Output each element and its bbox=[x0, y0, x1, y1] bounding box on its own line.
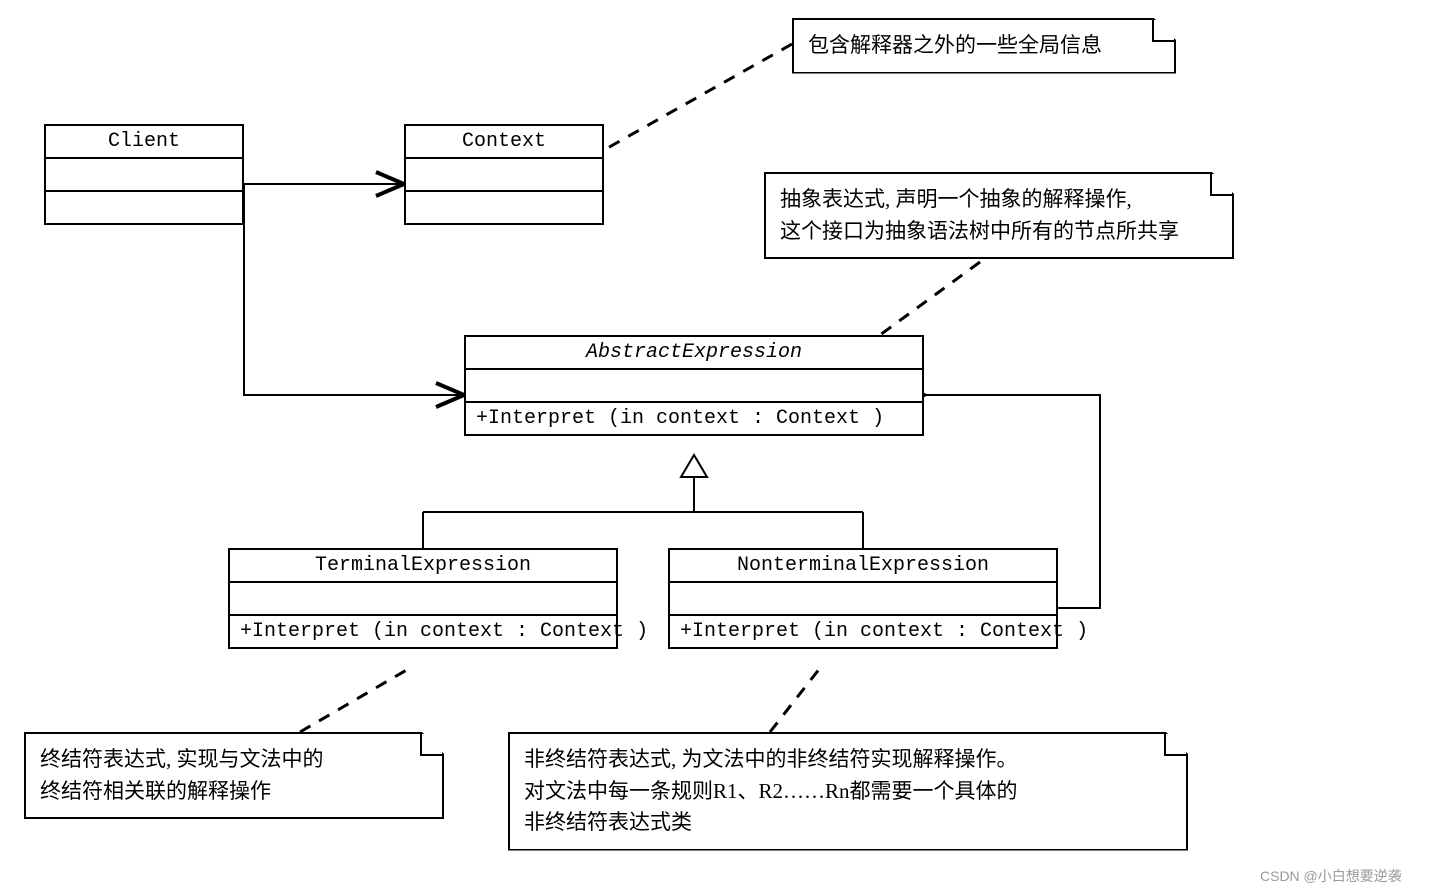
note-nonterminal-line2: 非终结符表达式类 bbox=[524, 810, 692, 834]
note-context: 包含解释器之外的一些全局信息 bbox=[792, 18, 1176, 74]
note-terminal-line1: 终结符相关联的解释操作 bbox=[40, 779, 271, 803]
class-terminal-expression: TerminalExpression +Interpret (in contex… bbox=[228, 548, 618, 649]
note-abstract-line1: 这个接口为抽象语法树中所有的节点所共享 bbox=[780, 219, 1179, 243]
class-context-title: Context bbox=[406, 126, 602, 159]
class-client: Client bbox=[44, 124, 244, 225]
class-context-attrs bbox=[406, 159, 602, 192]
class-context-ops bbox=[406, 192, 602, 223]
class-nonterminal-title: NonterminalExpression bbox=[670, 550, 1056, 583]
class-terminal-title: TerminalExpression bbox=[230, 550, 616, 583]
class-abstract-attrs bbox=[466, 370, 922, 403]
note-link-abstract bbox=[880, 262, 980, 335]
watermark: CSDN @小白想要逆袭 bbox=[1260, 866, 1402, 886]
class-terminal-op0: +Interpret (in context : Context ) bbox=[230, 616, 616, 647]
inherit-triangle bbox=[681, 455, 707, 477]
note-nonterminal-line0: 非终结符表达式, 为文法中的非终结符实现解释操作。 bbox=[524, 747, 1018, 771]
class-nonterminal-expression: NonterminalExpression +Interpret (in con… bbox=[668, 548, 1058, 649]
note-context-text: 包含解释器之外的一些全局信息 bbox=[808, 33, 1102, 57]
class-terminal-attrs bbox=[230, 583, 616, 616]
note-nonterminal-line1: 对文法中每一条规则R1、R2……Rn都需要一个具体的 bbox=[524, 779, 1018, 803]
note-nonterminal: 非终结符表达式, 为文法中的非终结符实现解释操作。 对文法中每一条规则R1、R2… bbox=[508, 732, 1188, 851]
note-terminal-line0: 终结符表达式, 实现与文法中的 bbox=[40, 747, 324, 771]
note-abstract-line0: 抽象表达式, 声明一个抽象的解释操作, bbox=[780, 187, 1132, 211]
note-link-terminal bbox=[300, 668, 410, 732]
class-client-title: Client bbox=[46, 126, 242, 159]
class-client-attrs bbox=[46, 159, 242, 192]
class-context: Context bbox=[404, 124, 604, 225]
class-client-ops bbox=[46, 192, 242, 223]
note-link-nonterminal bbox=[770, 668, 820, 732]
note-terminal: 终结符表达式, 实现与文法中的 终结符相关联的解释操作 bbox=[24, 732, 444, 819]
class-abstract-expression: AbstractExpression +Interpret (in contex… bbox=[464, 335, 924, 436]
note-abstract: 抽象表达式, 声明一个抽象的解释操作, 这个接口为抽象语法树中所有的节点所共享 bbox=[764, 172, 1234, 259]
class-nonterminal-op0: +Interpret (in context : Context ) bbox=[670, 616, 1056, 647]
class-abstract-title: AbstractExpression bbox=[466, 337, 922, 370]
class-nonterminal-attrs bbox=[670, 583, 1056, 616]
note-link-context bbox=[604, 44, 792, 150]
class-abstract-op0: +Interpret (in context : Context ) bbox=[466, 403, 922, 434]
